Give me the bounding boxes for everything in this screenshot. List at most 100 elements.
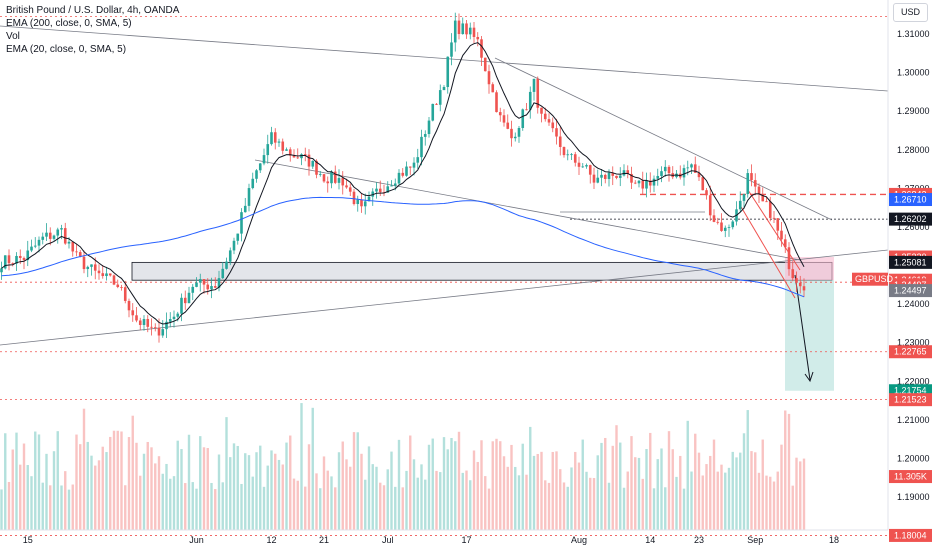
candle-body	[573, 154, 577, 163]
candle-body	[697, 172, 701, 178]
legend-title: British Pound / U.S. Dollar, 4h, OANDA	[6, 5, 180, 16]
candle-body	[690, 164, 693, 168]
volume-bar	[397, 439, 401, 530]
volume-bar	[581, 439, 584, 530]
candle-body	[783, 239, 787, 248]
price-label-tag	[889, 470, 932, 484]
candle-body	[307, 154, 311, 167]
candle-body	[652, 178, 656, 186]
volume-bar	[472, 450, 476, 530]
volume-bar	[649, 432, 652, 530]
candle-body	[292, 155, 296, 158]
candle-body	[375, 188, 378, 192]
volume-bar	[724, 472, 727, 530]
chart-legend: British Pound / U.S. Dollar, 4h, OANDA E…	[6, 4, 179, 56]
volume-bar	[86, 441, 89, 530]
candle-body	[116, 284, 120, 288]
candle-body	[630, 173, 633, 183]
candle-body	[153, 327, 157, 329]
volume-bar	[712, 439, 716, 530]
candle-body	[708, 195, 712, 216]
volume-bar	[795, 457, 798, 530]
volume-bar	[97, 460, 101, 530]
volume-bar	[574, 451, 577, 530]
price-tick-label: 1.24000	[897, 299, 930, 309]
volume-bar	[622, 487, 626, 530]
price-labels: 1.268421.267101.262021.252201.250811.246…	[852, 187, 932, 542]
volume-bar	[172, 476, 176, 530]
wedge-upper-line	[747, 189, 801, 271]
candle-body	[296, 157, 300, 159]
candle-body	[596, 177, 600, 183]
candle-body	[18, 255, 22, 258]
legend-ema20[interactable]: EMA (20, close, 0, SMA, 5)	[6, 44, 127, 55]
candle-body	[30, 246, 33, 251]
time-tick-label: Sep	[747, 535, 763, 545]
volume-bar	[229, 457, 232, 530]
candle-body	[731, 221, 735, 228]
upper-trend-line	[0, 25, 889, 92]
time-tick-label: 14	[645, 535, 655, 545]
candle-body	[78, 252, 82, 257]
volume-bar	[754, 452, 757, 530]
candle-body	[390, 185, 393, 187]
legend-ema200[interactable]: EMA (200, close, 0, SMA, 5)	[6, 18, 132, 29]
candle-body	[356, 199, 360, 205]
candle-body	[367, 196, 371, 202]
volume-bar	[495, 438, 498, 530]
price-tick-label: 1.29000	[897, 106, 930, 116]
candle-body	[427, 120, 431, 135]
candle-body	[768, 201, 772, 218]
time-tick-label: 15	[23, 535, 33, 545]
candle-body	[360, 199, 363, 207]
volume-bar	[244, 453, 247, 530]
candle-body	[746, 173, 750, 195]
volume-bar	[176, 440, 179, 530]
price-tick-label: 1.22000	[897, 376, 930, 386]
volume-bar	[705, 464, 708, 530]
volume-bar	[780, 444, 783, 530]
volume-bar	[709, 455, 712, 530]
volume-bar	[37, 434, 41, 530]
volume-bar	[371, 464, 374, 530]
candle-body	[273, 132, 277, 143]
candle-body	[667, 166, 671, 174]
volume-bar	[150, 447, 153, 530]
volume-bar	[600, 442, 603, 530]
volume-bar	[262, 486, 266, 530]
candle-body	[645, 180, 648, 189]
volume-bar	[469, 480, 472, 530]
volume-bar	[555, 451, 558, 530]
volume-bar	[367, 446, 371, 530]
candle-body	[11, 263, 15, 265]
volume-bar	[547, 482, 551, 530]
volume-bar	[270, 450, 273, 530]
legend-vol[interactable]: Vol	[6, 31, 20, 42]
volume-bar	[232, 443, 236, 530]
volume-bar	[536, 453, 539, 530]
currency-button[interactable]: USD	[893, 3, 928, 22]
volume-bar	[529, 426, 532, 530]
candle-body	[131, 310, 135, 316]
volume-bar	[802, 458, 806, 530]
candle-body	[506, 122, 510, 129]
price-label-text: 1.22765	[894, 347, 927, 357]
volume-bar	[675, 476, 678, 530]
volume-bar	[660, 448, 663, 530]
volume-bar	[727, 467, 731, 530]
candle-body	[468, 27, 472, 35]
candle-body	[277, 141, 281, 143]
candle-body	[315, 160, 318, 175]
volume-bar	[465, 470, 468, 530]
volume-bar	[19, 464, 22, 530]
candle-body	[420, 136, 423, 158]
candle-body	[528, 91, 532, 110]
channel-trend-line	[254, 159, 801, 261]
volume-bar	[296, 480, 299, 530]
candle-body	[210, 286, 213, 290]
volume-bar	[337, 452, 341, 530]
volume-bar	[791, 485, 794, 530]
volume-bar	[191, 482, 194, 530]
zones	[131, 257, 834, 391]
